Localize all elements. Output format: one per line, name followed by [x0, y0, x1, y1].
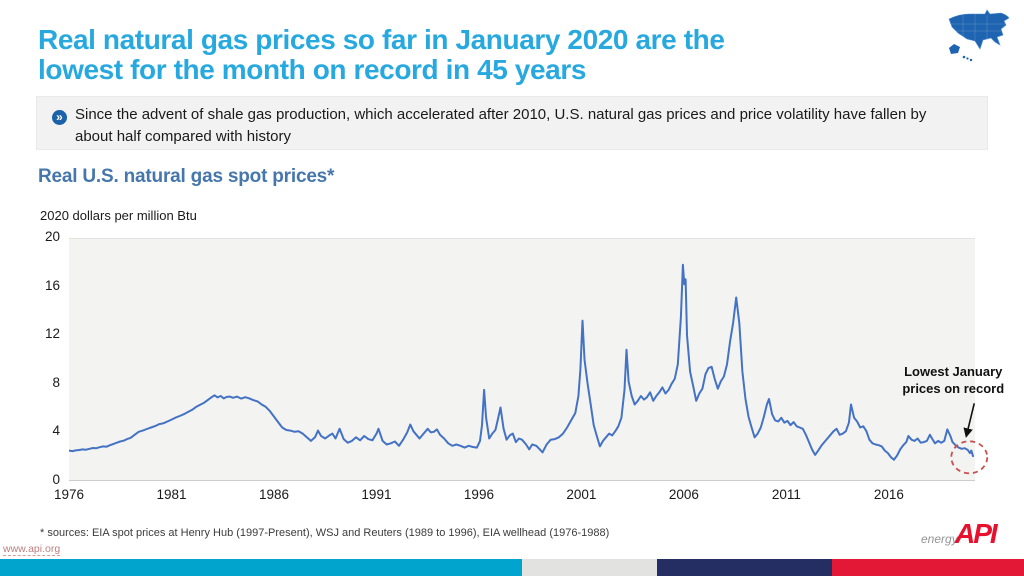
callout-box: » Since the advent of shale gas producti… — [36, 96, 988, 150]
chart-units-label: 2020 dollars per million Btu — [40, 208, 197, 223]
x-tick-label: 2006 — [668, 487, 699, 502]
sources-footnote: * sources: EIA spot prices at Henry Hub … — [40, 527, 610, 539]
x-tick-label: 1976 — [53, 487, 85, 502]
alaska-shape — [949, 44, 960, 54]
x-tick-label: 2001 — [566, 487, 597, 502]
footer-bar-segment-4 — [832, 559, 1024, 576]
x-tick-label: 2011 — [771, 487, 801, 502]
chevron-bullet-icon: » — [52, 110, 67, 125]
y-tick-label: 4 — [52, 423, 60, 439]
price-line-series — [69, 263, 974, 461]
y-tick-label: 12 — [44, 326, 60, 342]
callout-text: Since the advent of shale gas production… — [75, 106, 927, 145]
y-tick-label: 16 — [44, 277, 60, 293]
x-tick-label: 2016 — [873, 487, 904, 502]
api-logo: API — [955, 518, 998, 549]
us-map-icon — [948, 9, 1010, 62]
footer-bar-segment-1 — [0, 559, 522, 576]
x-tick-label: 1991 — [361, 487, 392, 502]
api-website-link[interactable]: www.api.org — [3, 543, 61, 556]
energy-logo-text: energy — [921, 532, 958, 546]
annotation-label: Lowest January prices on record — [902, 364, 1005, 397]
chart-title: Real U.S. natural gas spot prices* — [38, 166, 335, 187]
x-tick-label: 1996 — [463, 487, 494, 502]
x-tick-label: 1986 — [258, 487, 289, 502]
x-tick-label: 1981 — [156, 487, 187, 502]
page-title-line2: lowest for the month on record in 45 yea… — [38, 53, 586, 85]
plot-area — [69, 238, 975, 481]
footer-bar-segment-2 — [522, 559, 657, 576]
plot-background — [69, 238, 975, 481]
y-tick-label: 0 — [52, 472, 60, 487]
page-title: Real natural gas prices so far in Januar… — [38, 25, 948, 85]
footer-bar-segment-3 — [657, 559, 832, 576]
y-tick-label: 20 — [44, 229, 60, 244]
y-tick-label: 8 — [52, 374, 60, 390]
page-title-line1: Real natural gas prices so far in Januar… — [38, 24, 725, 55]
